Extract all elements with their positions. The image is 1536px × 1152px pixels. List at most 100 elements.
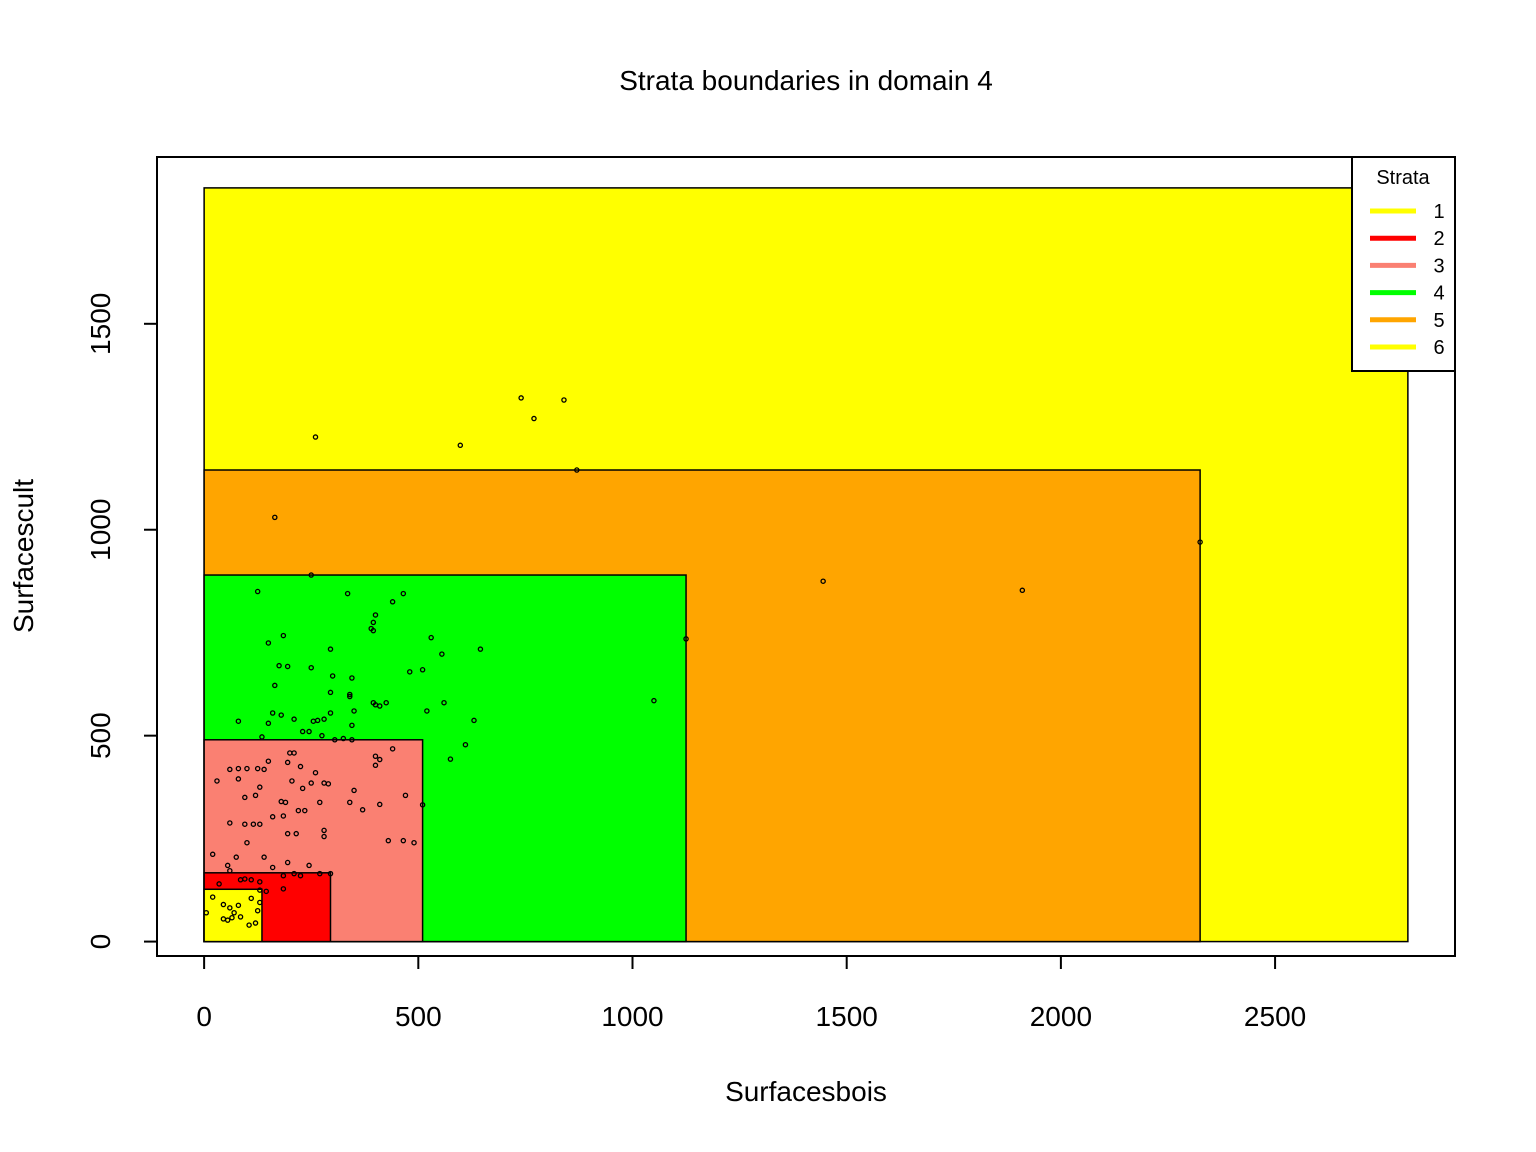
data-point xyxy=(297,763,304,770)
data-point xyxy=(372,762,379,769)
data-point xyxy=(237,914,244,920)
data-point xyxy=(227,867,233,874)
data-point xyxy=(248,895,254,902)
data-point xyxy=(406,669,413,675)
data-point xyxy=(280,813,287,819)
data-point xyxy=(428,634,434,641)
data-point xyxy=(419,667,426,673)
x-tick-label: 2500 xyxy=(1244,1001,1306,1032)
data-point xyxy=(272,682,278,689)
data-point xyxy=(561,397,567,403)
data-point xyxy=(289,778,295,784)
legend: Strata 1 2 3 4 5 6 xyxy=(1351,156,1456,372)
data-point xyxy=(312,769,319,776)
data-point xyxy=(327,710,334,716)
legend-entries: 1 2 3 4 5 6 xyxy=(1370,201,1445,359)
data-point xyxy=(227,766,233,773)
data-point xyxy=(280,886,287,892)
data-point xyxy=(269,814,276,820)
y-axis: 0 500 1000 1500 xyxy=(85,293,158,949)
data-point xyxy=(317,799,323,806)
legend-title: Strata xyxy=(1376,167,1430,189)
data-point xyxy=(293,830,299,837)
data-point xyxy=(317,870,323,877)
data-point xyxy=(257,887,263,893)
data-point xyxy=(344,590,351,597)
data-point xyxy=(400,837,407,844)
data-point xyxy=(231,910,237,916)
data-point xyxy=(284,663,291,670)
data-point xyxy=(235,718,242,724)
y-axis-label: Surfacescult xyxy=(8,479,39,633)
data-point xyxy=(272,514,278,521)
data-point xyxy=(471,717,477,724)
data-point xyxy=(280,632,287,639)
data-point xyxy=(203,910,210,916)
data-point xyxy=(312,434,319,440)
data-point xyxy=(220,901,227,908)
data-point xyxy=(299,728,306,735)
data-point xyxy=(400,590,407,597)
data-point xyxy=(224,917,231,923)
data-point xyxy=(327,646,334,652)
data-point xyxy=(284,759,291,766)
data-point xyxy=(257,784,263,790)
data-point xyxy=(308,664,314,671)
data-points xyxy=(203,187,1411,928)
data-point xyxy=(265,720,272,727)
data-point xyxy=(276,662,282,669)
data-point xyxy=(254,765,261,772)
data-point xyxy=(1197,539,1203,545)
data-point xyxy=(531,415,537,422)
legend-label-3: 3 xyxy=(1433,255,1444,277)
data-point xyxy=(259,734,265,740)
data-point xyxy=(295,807,302,814)
data-point xyxy=(269,710,276,716)
data-point xyxy=(349,722,355,729)
data-point xyxy=(246,922,252,928)
data-point xyxy=(372,612,379,618)
data-point xyxy=(306,862,312,869)
data-point xyxy=(325,781,332,787)
data-point xyxy=(347,691,353,698)
data-point xyxy=(299,785,306,792)
data-point xyxy=(462,741,469,748)
legend-label-6: 6 xyxy=(1433,337,1444,359)
data-point xyxy=(439,651,445,657)
data-point xyxy=(411,839,417,846)
data-point xyxy=(227,820,233,826)
data-point xyxy=(332,737,338,743)
strata-rectangles xyxy=(203,187,1409,943)
data-point xyxy=(424,708,430,714)
data-point xyxy=(261,854,267,860)
data-point xyxy=(244,765,250,772)
data-point xyxy=(347,799,353,806)
data-point xyxy=(209,894,216,900)
data-point xyxy=(257,879,263,885)
data-point xyxy=(370,627,377,634)
data-point xyxy=(244,839,250,846)
data-point xyxy=(319,732,325,739)
x-axis: 0 500 1000 1500 2000 2500 xyxy=(196,955,1306,1032)
data-point xyxy=(278,712,284,718)
data-point xyxy=(321,827,327,834)
x-axis-label: Surfacesbois xyxy=(725,1076,887,1107)
data-point xyxy=(235,765,242,772)
data-point xyxy=(242,794,248,801)
data-point xyxy=(389,599,396,605)
data-point xyxy=(242,821,248,827)
data-point xyxy=(349,675,355,681)
y-tick-label: 1000 xyxy=(85,499,116,561)
data-point xyxy=(280,872,287,879)
data-point xyxy=(383,699,389,706)
data-point xyxy=(284,859,291,866)
data-point xyxy=(402,792,409,799)
data-point xyxy=(372,753,379,760)
data-point xyxy=(235,776,242,782)
data-point xyxy=(227,905,233,911)
data-point xyxy=(389,746,396,752)
data-point xyxy=(441,699,447,706)
data-point xyxy=(321,716,327,722)
data-point xyxy=(297,872,304,879)
